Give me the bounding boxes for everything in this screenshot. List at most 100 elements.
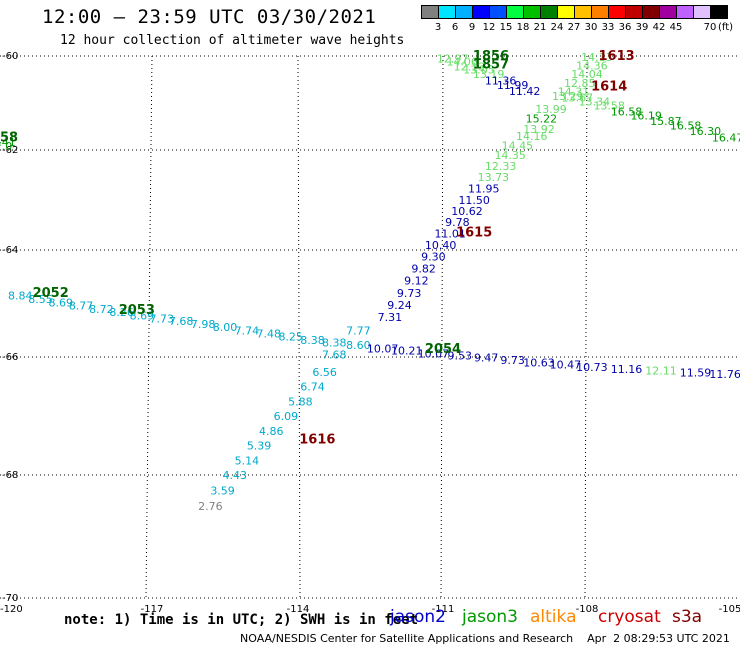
wave-height-value: 15.22: [526, 113, 558, 126]
lat-label: -64: [2, 245, 18, 256]
scale-swatch: [421, 5, 439, 19]
time-label: 1858: [0, 130, 18, 145]
lon-label: -108: [576, 604, 599, 615]
scale-label: 6: [451, 22, 459, 33]
wave-height-value: 13.34: [579, 96, 611, 109]
wave-height-value: 13.19: [473, 68, 505, 81]
wave-height-value: 14.06: [446, 56, 478, 69]
time-label: 1857: [473, 57, 509, 72]
time-label: 2052: [33, 286, 69, 301]
scale-swatch: [472, 5, 490, 19]
wave-height-value: 9.73: [500, 354, 525, 367]
scale-swatch: [455, 5, 473, 19]
credit-line: NOAA/NESDIS Center for Satellite Applica…: [240, 632, 730, 645]
satellite-cryosat: cryosat: [598, 607, 661, 627]
time-label: 1856: [473, 49, 509, 64]
scale-swatch: [489, 5, 507, 19]
wave-height-value: 15.87: [650, 115, 682, 128]
wave-height-value: 13.05: [463, 64, 495, 77]
wave-height-value: 10.40: [425, 239, 457, 252]
lat-label: -68: [2, 470, 18, 481]
wave-height-value: 12.97: [437, 52, 469, 65]
wave-height-value: 11.99: [497, 79, 529, 92]
scale-label: 30: [584, 22, 598, 33]
wave-height-value: 14.13: [581, 51, 613, 64]
wave-height-value: 7.68: [169, 315, 194, 328]
scale-label: 27: [567, 22, 581, 33]
wave-height-value: 11.01: [434, 228, 466, 241]
wave-height-value: 8.00: [213, 321, 238, 334]
wave-height-value: 16.41: [0, 136, 16, 149]
scale-swatch: [642, 5, 660, 19]
wave-height-value: 3.59: [210, 484, 235, 497]
wave-height-value: 9.82: [411, 263, 436, 276]
lat-label: -66: [2, 352, 18, 363]
wave-height-value: 11.50: [458, 194, 490, 207]
wave-height-value: 6.09: [274, 410, 299, 423]
scale-label: 45: [669, 22, 683, 33]
scale-unit: (ft): [718, 22, 734, 33]
wave-height-value: 10.62: [451, 205, 483, 218]
wave-height-value: 8.69: [49, 296, 74, 309]
wave-height-value: 6.74: [300, 381, 325, 394]
scale-label: 24: [550, 22, 564, 33]
wave-height-value: 16.47: [712, 131, 740, 144]
scale-label: 18: [516, 22, 530, 33]
scale-label: 21: [533, 22, 547, 33]
wave-height-value: 7.74: [235, 324, 260, 337]
wave-height-value: 4.43: [222, 469, 247, 482]
scale-swatch: [710, 5, 728, 19]
wave-height-value: 10.07: [418, 347, 450, 360]
scale-label: 12: [482, 22, 496, 33]
wave-height-value: 8.38: [322, 337, 347, 350]
wave-height-value: 13.92: [523, 123, 555, 136]
time-label: 1615: [456, 226, 492, 241]
scale-label: 9: [468, 22, 476, 33]
scale-label: 33: [601, 22, 615, 33]
wave-height-value: 11.59: [680, 366, 712, 379]
wave-height-value: 13.99: [535, 103, 567, 116]
time-label: 2054: [425, 342, 461, 357]
lon-label: -111: [432, 604, 455, 615]
wave-height-value: 14.04: [571, 68, 603, 81]
wave-height-value: 10.21: [391, 345, 423, 358]
wave-height-value: 10.73: [576, 361, 608, 374]
wave-height-value: 12.13: [454, 60, 486, 73]
satellite-altika: altika: [530, 607, 577, 627]
lon-label: -120: [0, 604, 23, 615]
lat-label: -62: [2, 145, 18, 156]
wave-height-value: 8.69: [130, 309, 155, 322]
wave-height-value: 8.55: [28, 293, 53, 306]
wave-height-value: 8.38: [300, 334, 325, 347]
wave-height-value: 10.07: [367, 342, 399, 355]
lon-label: -114: [287, 604, 310, 615]
wave-height-value: 10.47: [550, 359, 582, 372]
wave-height-value: 5.14: [235, 454, 260, 467]
wave-height-value: 14.45: [502, 139, 534, 152]
longitude-labels: -120 -117 -114 -111 -108 -105: [0, 604, 740, 615]
latitude-labels: -60 -62 -64 -66 -68 -70: [2, 51, 18, 604]
wave-height-value: 7.48: [257, 327, 282, 340]
wave-height-value: 11.42: [509, 85, 541, 98]
wave-height-value: 8.72: [89, 303, 114, 316]
scale-swatch: [608, 5, 626, 19]
wave-height-value: 6.56: [312, 366, 337, 379]
scale-swatch: [693, 5, 711, 19]
wave-height-value: 5.39: [247, 440, 272, 453]
wave-height-value: 13.29: [552, 90, 584, 103]
wave-height-value: 9.30: [421, 250, 446, 263]
wave-height-value: 9.73: [397, 287, 422, 300]
wave-height-value: 13.73: [478, 171, 510, 184]
wave-height-labels: 12.9714.0612.1313.0513.1911.3611.9911.42…: [0, 51, 740, 513]
time-label: 1614: [591, 80, 627, 95]
wave-height-value: 8.84: [8, 289, 33, 302]
scale-swatch: [625, 5, 643, 19]
wave-height-value: 16.58: [611, 105, 643, 118]
wave-height-value: 9.53: [448, 349, 473, 362]
time-label: 2053: [119, 303, 155, 318]
lon-label: -105: [719, 604, 740, 615]
wave-height-value: 7.31: [378, 311, 403, 324]
wave-height-value: 12.85: [564, 77, 596, 90]
time-label: 1616: [299, 433, 335, 448]
